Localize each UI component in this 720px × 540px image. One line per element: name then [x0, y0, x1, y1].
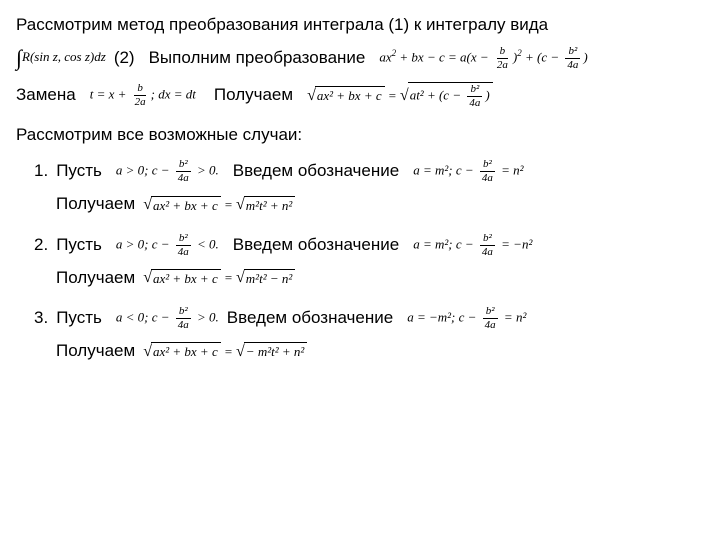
sqrt-body: − m²t² + n²: [244, 342, 308, 360]
num-2: 2.: [34, 235, 48, 255]
fp: ax: [379, 50, 391, 65]
introduce: Введем обозначение: [233, 161, 399, 181]
fp: a = m²; c −: [413, 163, 477, 178]
num: b: [497, 46, 509, 59]
fp: =: [385, 88, 400, 103]
num: b²: [480, 233, 495, 246]
integral-formula: ∫R(sin z, cos z)dz: [16, 45, 106, 71]
case-2-line-2: Получаем ax² + bx + c = m²t² − n²: [56, 268, 704, 288]
fp: = n²: [501, 309, 527, 324]
fp: at² + (c −: [410, 87, 465, 102]
result-3: ax² + bx + c = − m²t² + n²: [143, 342, 307, 361]
num: b²: [480, 159, 495, 172]
sqrt-body: ax² + bx + c: [151, 196, 221, 214]
num-1: 1.: [34, 161, 48, 181]
text: Рассмотрим все возможные случаи:: [16, 125, 302, 145]
intro-text: Рассмотрим метод преобразования интеграл…: [16, 15, 704, 35]
let: Пусть: [56, 308, 102, 328]
introduce: Введем обозначение: [233, 235, 399, 255]
fp: =: [221, 344, 236, 359]
we-get-1: Получаем: [214, 85, 293, 105]
fp: a < 0; c −: [116, 309, 173, 324]
we-get: Получаем: [56, 341, 135, 361]
sqrt-body: m²t² − n²: [244, 269, 295, 287]
result-2: ax² + bx + c = m²t² − n²: [143, 268, 295, 287]
fp: a = m²; c −: [413, 236, 477, 251]
line-substitution: Замена t = x + b2a; dx = dt Получаем ax²…: [16, 82, 704, 109]
result-formula-0: ax² + bx + c = at² + (c − b²4a): [307, 82, 493, 109]
den: 4a: [564, 59, 581, 71]
fp: = −n²: [498, 236, 532, 251]
fp: ): [485, 87, 489, 102]
sqrt-body: ax² + bx + c: [315, 86, 385, 104]
cond-3: a < 0; c − b²4a > 0.: [116, 306, 219, 331]
num: b²: [176, 159, 191, 172]
substitution-formula: t = x + b2a; dx = dt: [90, 83, 196, 108]
fp: t = x +: [90, 86, 130, 101]
fp: = n²: [498, 163, 524, 178]
den: 4a: [175, 246, 192, 258]
den: 4a: [479, 246, 496, 258]
num: b²: [565, 46, 580, 59]
fp: =: [221, 197, 236, 212]
sqrt-body: ax² + bx + c: [151, 269, 221, 287]
do-transform: Выполним преобразование: [149, 48, 366, 68]
fp: > 0.: [194, 309, 219, 324]
case-2-line-1: 2. Пусть a > 0; c − b²4a < 0. Введем обо…: [34, 233, 704, 258]
result-1: ax² + bx + c = m²t² + n²: [143, 195, 295, 214]
integral-body: R(sin z, cos z)dz: [22, 49, 106, 64]
expand-formula: ax2 + bx − c = a(x − b2a)2 + (c − b²4a): [379, 46, 587, 71]
sqrt-body: ax² + bx + c: [151, 342, 221, 360]
we-get: Получаем: [56, 194, 135, 214]
cond-1: a > 0; c − b²4a > 0.: [116, 159, 219, 184]
den: 4a: [175, 172, 192, 184]
fp: ; dx = dt: [151, 86, 196, 101]
num: b²: [483, 306, 498, 319]
den: 4a: [479, 172, 496, 184]
den: 4a: [175, 319, 192, 331]
notation-1: a = m²; c − b²4a = n²: [413, 159, 523, 184]
ref-2: (2): [114, 48, 135, 68]
introduce: Введем обозначение: [227, 308, 393, 328]
cases-heading: Рассмотрим все возможные случаи:: [16, 125, 704, 145]
num: b²: [176, 233, 191, 246]
fp: + (c −: [522, 50, 563, 65]
den: 4a: [466, 97, 483, 109]
fp: a > 0; c −: [116, 236, 173, 251]
fp: ): [583, 50, 587, 65]
fp: > 0.: [194, 163, 219, 178]
let: Пусть: [56, 161, 102, 181]
den: 2a: [132, 96, 149, 108]
sqrt-body: m²t² + n²: [244, 196, 295, 214]
we-get: Получаем: [56, 268, 135, 288]
fp: < 0.: [194, 236, 219, 251]
den: 2a: [494, 59, 511, 71]
case-3-line-2: Получаем ax² + bx + c = − m²t² + n²: [56, 341, 704, 361]
fp: + bx − c = a(x −: [396, 50, 492, 65]
num: b²: [176, 306, 191, 319]
fp: =: [221, 270, 236, 285]
num: b²: [467, 84, 482, 97]
let: Пусть: [56, 235, 102, 255]
case-1-line-2: Получаем ax² + bx + c = m²t² + n²: [56, 194, 704, 214]
fp: a > 0; c −: [116, 163, 173, 178]
substitution-label: Замена: [16, 85, 76, 105]
text: Рассмотрим метод преобразования интеграл…: [16, 15, 548, 35]
fp: a = −m²; c −: [407, 309, 479, 324]
notation-3: a = −m²; c − b²4a = n²: [407, 306, 526, 331]
notation-2: a = m²; c − b²4a = −n²: [413, 233, 532, 258]
case-3-line-1: 3. Пусть a < 0; c − b²4a > 0. Введем обо…: [34, 306, 704, 331]
cond-2: a > 0; c − b²4a < 0.: [116, 233, 219, 258]
num-3: 3.: [34, 308, 48, 328]
num: b: [134, 83, 146, 96]
case-1-line-1: 1. Пусть a > 0; c − b²4a > 0. Введем обо…: [34, 159, 704, 184]
line-integral: ∫R(sin z, cos z)dz (2) Выполним преобраз…: [16, 45, 704, 71]
den: 4a: [482, 319, 499, 331]
